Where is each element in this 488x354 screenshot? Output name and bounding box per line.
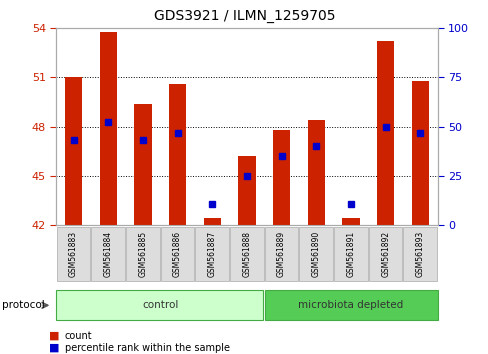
Bar xyxy=(168,84,186,225)
Bar xyxy=(272,130,290,225)
Text: control: control xyxy=(142,300,178,310)
Text: count: count xyxy=(64,331,92,341)
Bar xyxy=(100,32,117,225)
Bar xyxy=(238,156,255,225)
Bar xyxy=(203,218,221,225)
Bar xyxy=(134,104,151,225)
Text: GSM561886: GSM561886 xyxy=(173,231,182,277)
Text: GSM561892: GSM561892 xyxy=(380,231,389,277)
Text: GSM561889: GSM561889 xyxy=(277,231,285,277)
Bar xyxy=(307,120,325,225)
Text: ■: ■ xyxy=(49,343,59,353)
Text: GDS3921 / ILMN_1259705: GDS3921 / ILMN_1259705 xyxy=(153,9,335,23)
Bar xyxy=(342,218,359,225)
Text: GSM561887: GSM561887 xyxy=(207,231,216,277)
Text: GSM561891: GSM561891 xyxy=(346,231,355,277)
Text: GSM561883: GSM561883 xyxy=(69,231,78,277)
Bar xyxy=(376,41,393,225)
Text: GSM561884: GSM561884 xyxy=(103,231,113,277)
Text: GSM561888: GSM561888 xyxy=(242,231,251,277)
Text: percentile rank within the sample: percentile rank within the sample xyxy=(64,343,229,353)
Bar xyxy=(65,78,82,225)
Text: GSM561893: GSM561893 xyxy=(415,231,424,277)
Bar xyxy=(411,81,428,225)
Text: protocol: protocol xyxy=(2,300,45,310)
Text: GSM561885: GSM561885 xyxy=(138,231,147,277)
Text: GSM561890: GSM561890 xyxy=(311,231,320,277)
Text: ■: ■ xyxy=(49,331,59,341)
Text: microbiota depleted: microbiota depleted xyxy=(298,300,403,310)
